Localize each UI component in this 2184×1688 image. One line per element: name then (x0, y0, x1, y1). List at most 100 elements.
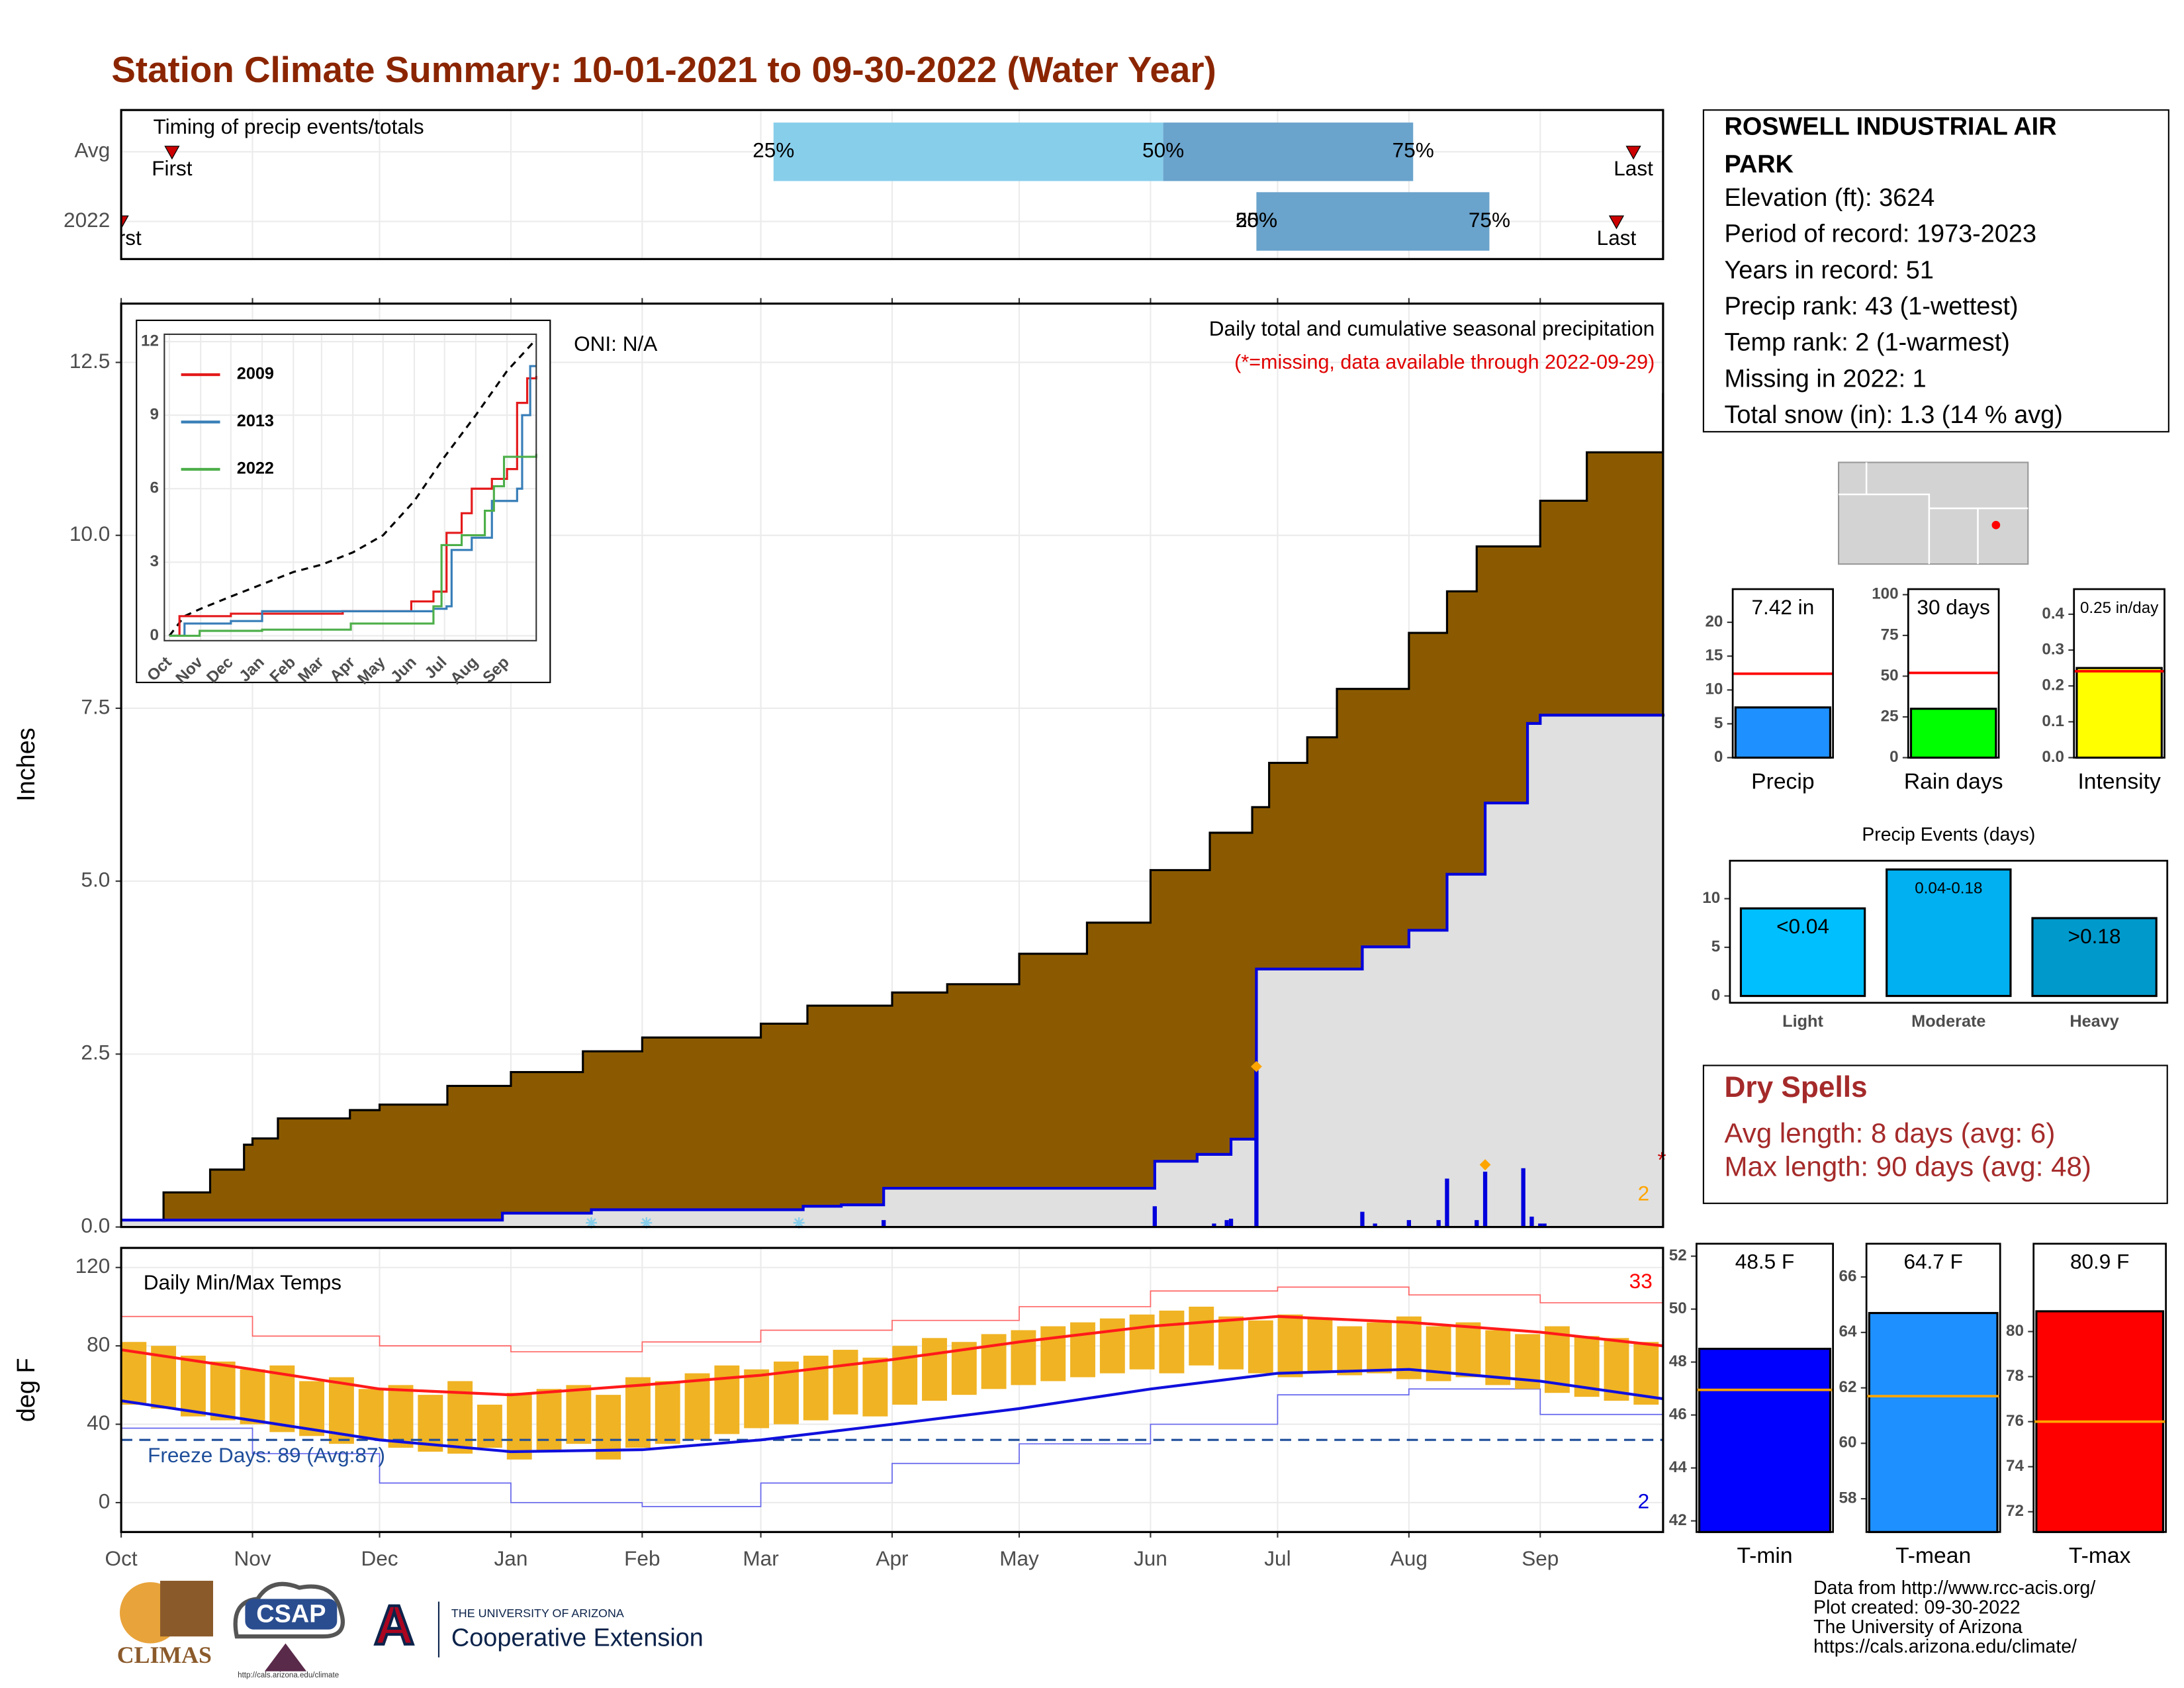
footer-line: https://cals.arizona.edu/climate/ (1813, 1636, 2077, 1657)
y-tick-label: 5 (1711, 937, 1720, 955)
x-tick-label: Nov (234, 1546, 271, 1570)
y-tick-label: 7.5 (81, 694, 110, 718)
daily-bar (1373, 1223, 1377, 1227)
y-tick-label: 12.5 (69, 349, 110, 373)
dry-spells-line: Max length: 90 days (avg: 48) (1724, 1150, 2091, 1182)
x-tick-label: May (999, 1546, 1039, 1570)
normal-line (168, 338, 537, 637)
daily-bar (1152, 1206, 1157, 1227)
highlight-marker (1251, 1060, 1262, 1072)
daily-bar (1521, 1168, 1525, 1227)
station-line: Total snow (in): 1.3 (14 % avg) (1724, 401, 2062, 429)
marker-label: Last (1614, 156, 1653, 180)
logo-text: CSAP (256, 1601, 326, 1628)
y-axis-label: Inches (13, 727, 40, 802)
y-tick-label: 25 (1881, 707, 1899, 725)
category-label: Heavy (2070, 1012, 2118, 1031)
plot-frame (1731, 588, 1835, 759)
panel-title: Timing of precip events/totals (154, 115, 424, 138)
temp-range-bar (833, 1350, 858, 1415)
x-tick-label: Sep (1522, 1546, 1559, 1570)
y-tick-label: 78 (2006, 1367, 2024, 1385)
value-label: 0.04-0.18 (1915, 879, 1982, 897)
category-label: T-min (1737, 1544, 1792, 1568)
footer-line: Plot created: 09-30-2022 (1813, 1597, 2021, 1618)
y-tick-label: 42 (1669, 1511, 1687, 1529)
page-title: Station Climate Summary: 10-01-2021 to 0… (111, 49, 1216, 90)
category-label: Intensity (2077, 769, 2161, 794)
normal-line (120, 1315, 1664, 1397)
y-tick-label: 6 (150, 479, 158, 497)
row-label: 2022 (64, 208, 110, 232)
marker (164, 146, 180, 160)
temp-range-bar (684, 1373, 710, 1440)
daily-bar (1482, 1171, 1488, 1227)
daily-bar (882, 1220, 886, 1227)
map (1838, 461, 2029, 565)
marker (1608, 215, 1625, 230)
temp-range-bar (1277, 1314, 1303, 1378)
temp-range-bar (388, 1385, 414, 1448)
value-label: 48.5 F (1735, 1250, 1794, 1274)
x-tick-label: Mar (743, 1546, 778, 1570)
bar (1739, 907, 1866, 998)
y-tick-label: 0 (1711, 986, 1720, 1004)
temp-range-bar (655, 1381, 680, 1444)
timing-bar (1256, 192, 1490, 251)
y-tick-label: 76 (2006, 1412, 2024, 1430)
ua-logo: A THE UNIVERSITY OF ARIZONA Cooperative … (359, 1593, 704, 1658)
dry-spells-title: Dry Spells (1724, 1071, 1867, 1103)
x-tick-label: Dec (361, 1546, 398, 1570)
category-label: Precip (1751, 769, 1814, 794)
temp-range-bar (536, 1389, 562, 1452)
panel-frame (120, 303, 1664, 1229)
bar (2075, 667, 2163, 759)
normal-line (121, 393, 1664, 1225)
y-tick-label: 20 (1705, 612, 1723, 630)
timing-bar (773, 122, 1163, 181)
y-tick-label: 10.0 (69, 522, 110, 545)
temp-range-bar (625, 1377, 651, 1448)
chart-title: Precip Events (days) (1862, 824, 2035, 845)
station-name: ROSWELL INDUSTRIAL AIR (1724, 113, 2056, 141)
record-line (121, 1286, 1664, 1352)
daily-bar (1436, 1220, 1441, 1227)
timing-bar (1163, 122, 1414, 181)
x-tick-label: Aug (1390, 1546, 1428, 1570)
annotation: (*=missing, data available through 2022-… (1234, 351, 1655, 373)
marker-label: Last (1597, 226, 1637, 250)
temp-range-bar (1218, 1316, 1244, 1370)
annotation: ONI: N/A (574, 332, 657, 355)
station-line: Years in record: 51 (1724, 256, 1933, 284)
temp-range-bar (981, 1334, 1007, 1389)
plot-frame (2073, 588, 2165, 759)
x-tick-label: Apr (876, 1546, 908, 1570)
legend-label: 2013 (237, 412, 274, 430)
y-tick-label: 0 (150, 626, 158, 644)
y-tick-label: 10 (1705, 680, 1723, 698)
category-label: T-mean (1895, 1544, 1971, 1568)
temp-range-bar (210, 1361, 236, 1421)
temp-range-bar (1248, 1320, 1273, 1374)
temp-range-bar (1307, 1318, 1333, 1372)
temp-range-bar (1129, 1314, 1155, 1370)
y-tick-label: 40 (87, 1411, 110, 1434)
annotation: Daily total and cumulative seasonal prec… (1209, 316, 1655, 340)
quantile-label: 25% (752, 138, 794, 162)
map-borders (1839, 462, 2028, 565)
station-name: PARK (1724, 150, 1793, 178)
y-tick-label: 12 (141, 332, 159, 350)
category-label: Light (1782, 1012, 1823, 1031)
temp-range-bar (1011, 1330, 1036, 1385)
y-tick-label: 62 (1839, 1378, 1857, 1396)
station-location (1991, 520, 2001, 530)
event-count: 2 (1638, 1182, 1650, 1205)
y-tick-label: 0 (1889, 748, 1898, 766)
y-tick-label: 0 (99, 1489, 111, 1513)
category-label: Rain days (1904, 769, 2003, 794)
temp-range-bar (477, 1404, 502, 1448)
daily-bar (1360, 1211, 1365, 1227)
daily-bar (1475, 1220, 1479, 1227)
legend-label: 2022 (237, 459, 274, 478)
